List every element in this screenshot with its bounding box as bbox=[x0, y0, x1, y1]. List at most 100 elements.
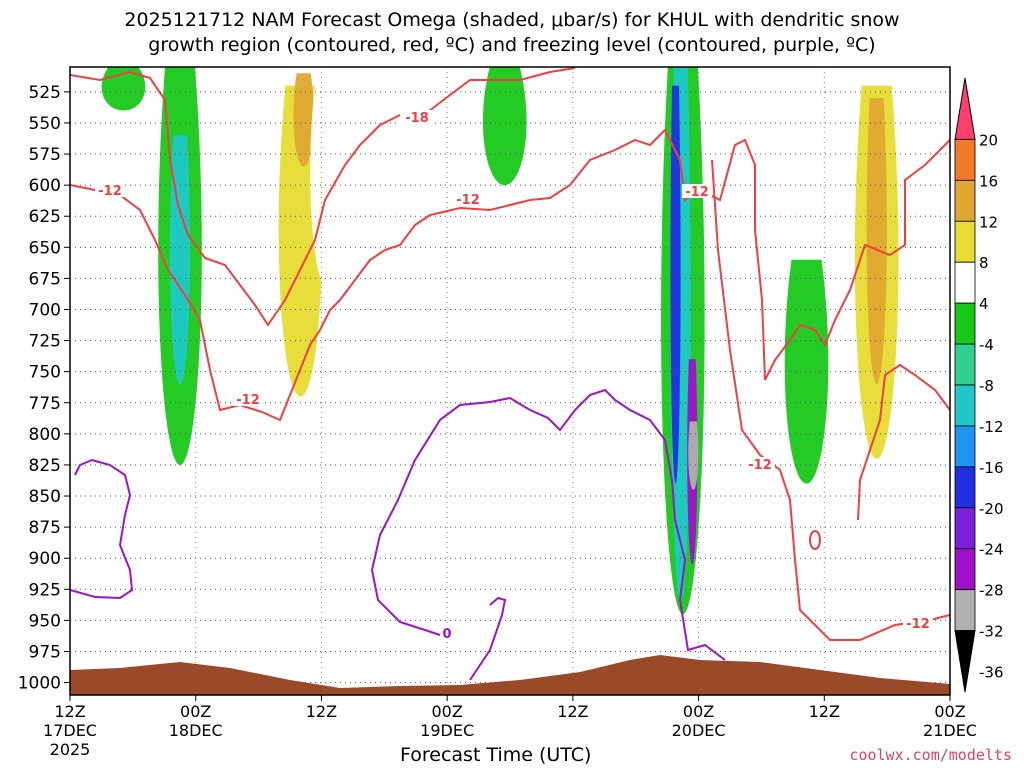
dgz-label: -12 bbox=[236, 393, 260, 408]
colorbar-label: -24 bbox=[979, 541, 1004, 559]
plot-grid bbox=[70, 67, 950, 695]
colorbar-label: -32 bbox=[979, 623, 1004, 641]
colorbar-swatch bbox=[954, 630, 976, 693]
y-tick-label: 775 bbox=[29, 394, 61, 414]
y-tick-label: 575 bbox=[29, 145, 61, 165]
x-tick-date: 20DEC bbox=[672, 721, 726, 740]
omega-region bbox=[482, 67, 527, 186]
colorbar-swatch bbox=[954, 548, 976, 591]
y-tick-label: 525 bbox=[29, 83, 61, 103]
y-tick-label: 800 bbox=[29, 425, 61, 445]
omega-region bbox=[101, 67, 146, 111]
colorbar-label: -16 bbox=[979, 459, 1004, 477]
colorbar-label: 4 bbox=[979, 295, 989, 313]
omega-region bbox=[472, 427, 517, 565]
y-tick-label: 725 bbox=[29, 332, 61, 352]
y-tick-label: 600 bbox=[29, 176, 61, 196]
y-tick-label: 975 bbox=[29, 642, 61, 662]
chart-title-line1: 2025121712 NAM Forecast Omega (shaded, μ… bbox=[124, 9, 900, 31]
contour-labels: -12 -18 -12 -12 -12 -12 -12 0 bbox=[95, 110, 933, 642]
freezing-contour-main bbox=[370, 388, 726, 661]
colorbar-swatch bbox=[954, 138, 976, 181]
dgz-contour-left bbox=[70, 184, 341, 422]
colorbar-label: -20 bbox=[979, 500, 1004, 518]
plot-frame bbox=[69, 66, 951, 696]
colorbar-swatch bbox=[954, 302, 976, 345]
y-tick-label: 750 bbox=[29, 363, 61, 383]
colorbar-label: 20 bbox=[979, 131, 998, 149]
colorbar-swatch bbox=[954, 589, 976, 632]
credit-text: coolwx.com/modelts bbox=[849, 746, 1012, 764]
x-tick-label: 12Z bbox=[54, 702, 85, 721]
terrain-fill bbox=[70, 655, 950, 695]
x-tick-label: 12Z bbox=[809, 702, 840, 721]
y-tick-label: 625 bbox=[29, 207, 61, 227]
freezing-contour-lower bbox=[469, 596, 507, 681]
x-tick-date: 17DEC bbox=[43, 721, 97, 740]
dgz-label: -12 bbox=[98, 184, 122, 199]
colorbar-label: -8 bbox=[979, 377, 994, 395]
y-tick-label: 950 bbox=[29, 611, 61, 631]
colorbar-swatch bbox=[954, 507, 976, 550]
x-tick-label: 00Z bbox=[683, 702, 714, 721]
colorbar-label: 8 bbox=[979, 254, 989, 272]
y-axis: 525 550 575 600 625 650 675 700 725 750 775 800 825 8… bbox=[18, 83, 70, 694]
omega-region bbox=[866, 98, 887, 385]
y-tick-label: 875 bbox=[29, 518, 61, 538]
x-tick-year: 2025 bbox=[50, 740, 91, 759]
omega-region bbox=[293, 73, 314, 167]
dgz-label: -12 bbox=[456, 193, 480, 208]
colorbar-swatch bbox=[954, 384, 976, 427]
y-tick-label: 825 bbox=[29, 456, 61, 476]
y-tick-label: 925 bbox=[29, 580, 61, 600]
y-tick-label: 1000 bbox=[18, 674, 61, 694]
omega-region bbox=[619, 203, 663, 608]
omega-region bbox=[784, 259, 829, 484]
colorbar-swatch bbox=[954, 343, 976, 386]
chart-title-line2: growth region (contoured, red, ºC) and f… bbox=[148, 34, 876, 56]
colorbar: 20 16 12 8 4 -4 -8 -12 -16 -20 -24 -28 -32 -36 bbox=[954, 77, 1004, 693]
y-tick-label: 650 bbox=[29, 238, 61, 258]
y-tick-label: 900 bbox=[29, 549, 61, 569]
x-tick-date: 19DEC bbox=[420, 721, 474, 740]
colorbar-label: -4 bbox=[979, 336, 994, 354]
freezing-contour-left bbox=[70, 458, 134, 600]
x-tick-label: 12Z bbox=[306, 702, 337, 721]
y-tick-label: 550 bbox=[29, 114, 61, 134]
omega-region bbox=[169, 135, 191, 385]
y-tick-label: 675 bbox=[29, 269, 61, 289]
colorbar-swatch bbox=[954, 77, 976, 140]
colorbar-label: 12 bbox=[979, 213, 998, 231]
colorbar-label: 16 bbox=[979, 172, 998, 190]
colorbar-label: -36 bbox=[979, 664, 1004, 682]
y-tick-label: 700 bbox=[29, 300, 61, 320]
colorbar-swatch bbox=[954, 466, 976, 509]
x-axis-title: Forecast Time (UTC) bbox=[400, 744, 592, 766]
x-tick-label: 00Z bbox=[180, 702, 211, 721]
dgz-contour-lower bbox=[711, 159, 950, 641]
x-tick-label: 12Z bbox=[557, 702, 588, 721]
colorbar-swatch bbox=[954, 179, 976, 222]
dgz-contour-upper bbox=[70, 67, 576, 327]
y-tick-label: 850 bbox=[29, 487, 61, 507]
colorbar-label: -12 bbox=[979, 418, 1004, 436]
x-tick-date: 18DEC bbox=[169, 721, 223, 740]
colorbar-label: -28 bbox=[979, 582, 1004, 600]
dgz-label: -12 bbox=[685, 185, 709, 200]
x-tick-label: 00Z bbox=[431, 702, 462, 721]
omega-region bbox=[310, 67, 354, 298]
omega-region bbox=[688, 421, 699, 490]
dgz-label: -18 bbox=[405, 111, 429, 126]
dgz-label: -12 bbox=[748, 458, 772, 473]
freezing-label: 0 bbox=[442, 627, 451, 642]
x-tick-date: 21DEC bbox=[923, 721, 977, 740]
omega-region bbox=[670, 85, 681, 484]
colorbar-swatch bbox=[954, 261, 976, 304]
dgz-label: -12 bbox=[906, 617, 930, 632]
omega-region bbox=[540, 284, 585, 565]
colorbar-swatch bbox=[954, 220, 976, 263]
dgz-contour-small bbox=[809, 530, 821, 550]
colorbar-swatch bbox=[954, 425, 976, 468]
